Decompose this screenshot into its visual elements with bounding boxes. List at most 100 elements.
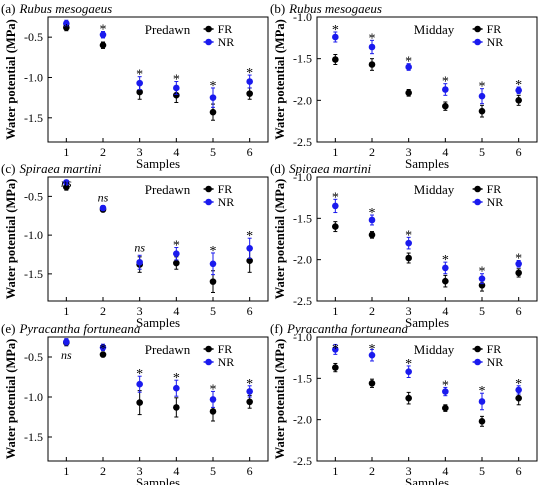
data-point-fr — [478, 418, 486, 425]
panel-label: (d) — [270, 161, 285, 176]
panel-label: (e) — [1, 321, 15, 336]
legend-label: NR — [218, 195, 235, 209]
x-tick-label: 6 — [247, 464, 253, 478]
significance-annotation: * — [515, 78, 522, 93]
data-point-fr — [515, 394, 522, 402]
x-tick-label: 4 — [173, 145, 179, 159]
data-point-fr — [173, 404, 180, 411]
x-tick-label: 1 — [332, 304, 338, 318]
data-point-fr — [405, 89, 412, 97]
condition-label: Predawn — [145, 22, 191, 37]
panel-title: (c) Spiraea martini — [1, 161, 102, 176]
y-tick-label: -1.0 — [293, 170, 312, 184]
legend-marker — [474, 198, 481, 206]
panel-b: (b) Rubus mesogaeus-1.0 -1.5 -2.0 -2.5 1 2 3 4 5 6… — [270, 1, 538, 171]
legend-label: FR — [218, 342, 233, 356]
y-tick-label: -0.5 — [24, 189, 43, 203]
data-point-fr — [405, 394, 412, 402]
y-tick-label: -1.0 — [24, 228, 43, 242]
x-tick-label: 2 — [369, 145, 375, 159]
significance-annotation: * — [173, 73, 180, 88]
significance-annotation: * — [405, 357, 412, 372]
y-tick-label: -2.0 — [293, 413, 312, 427]
data-point-nr — [63, 179, 70, 186]
significance-annotation: * — [442, 75, 449, 90]
plot-frame — [316, 176, 538, 302]
data-point-fr — [246, 398, 253, 406]
legend-label: FR — [487, 342, 502, 356]
significance-annotation: ns — [134, 240, 145, 254]
plot-frame — [316, 336, 538, 462]
significance-annotation: ns — [61, 176, 72, 190]
data-point-fr — [442, 102, 449, 110]
condition-label: Midday — [414, 182, 455, 197]
y-tick-label: -0.5 — [24, 30, 43, 44]
data-point-fr — [478, 107, 486, 115]
x-tick-label: 2 — [100, 145, 106, 159]
data-point-nr — [246, 78, 253, 85]
data-point-nr — [63, 20, 70, 27]
y-axis-label: Water potential (MPa) — [4, 179, 18, 300]
x-tick-label: 5 — [479, 304, 485, 318]
data-point-nr — [368, 43, 376, 51]
data-point-fr — [442, 277, 449, 285]
data-point-fr — [209, 408, 217, 415]
y-axis-label: Water potential (MPa) — [4, 339, 18, 460]
significance-annotation: * — [100, 23, 107, 38]
panel-label: (f) — [270, 321, 283, 336]
x-tick-label: 5 — [210, 304, 216, 318]
legend-label: FR — [218, 182, 233, 196]
x-tick-label: 3 — [137, 464, 143, 478]
x-tick-label: 5 — [210, 145, 216, 159]
significance-annotation: * — [246, 229, 253, 244]
significance-annotation: * — [479, 265, 486, 280]
legend-marker — [205, 198, 212, 206]
panel-d: (d) Spiraea martini-1.0 -1.5 -2.0 -2.5 1 2 3 4 5 6… — [270, 161, 538, 330]
data-point-nr — [246, 245, 253, 252]
y-tick-label: -2.5 — [293, 135, 312, 149]
legend-marker — [205, 185, 212, 193]
legend-marker — [205, 345, 212, 353]
x-tick-label: 1 — [63, 464, 69, 478]
panel-title: (d) Spiraea martini — [270, 161, 372, 176]
significance-annotation: * — [136, 367, 143, 382]
panel-f: (f) Pyracantha fortuneana-1.0 -1.5 -2.0 -2.5… — [270, 321, 538, 485]
panel-e: (e) Pyracantha fortuneana -0.5 -1.0 -1.5 1 2 3 4… — [1, 321, 269, 485]
y-tick-label: -1.5 — [24, 111, 43, 125]
significance-annotation: * — [246, 66, 253, 81]
y-tick-label: -1.5 — [293, 371, 312, 385]
x-tick-label: 6 — [247, 145, 253, 159]
data-point-nr — [478, 92, 486, 100]
species-name: Rubus mesogaeus — [288, 1, 382, 16]
legend-label: FR — [218, 22, 233, 36]
condition-label: Predawn — [145, 342, 191, 357]
data-point-nr — [405, 239, 412, 247]
species-name: Spiraea martini — [19, 161, 101, 176]
data-point-fr — [209, 278, 217, 285]
legend-label: FR — [487, 182, 502, 196]
data-point-fr — [63, 183, 70, 191]
significance-annotation: * — [246, 377, 253, 392]
significance-annotation: * — [515, 251, 522, 266]
x-tick-label: 5 — [210, 464, 216, 478]
data-point-nr — [368, 216, 376, 224]
y-tick-label: -1.5 — [24, 430, 43, 444]
data-point-nr — [99, 204, 107, 212]
x-tick-label: 4 — [442, 464, 448, 478]
data-point-nr — [405, 63, 412, 71]
data-point-nr — [63, 338, 70, 346]
y-tick-label: -0.5 — [24, 350, 43, 364]
significance-annotation: ns — [61, 348, 72, 362]
species-name: Spiraea martini — [289, 161, 371, 176]
legend-marker — [474, 345, 481, 353]
legend-marker — [474, 185, 481, 193]
data-point-fr — [368, 379, 376, 387]
y-tick-label: -2.5 — [293, 454, 312, 468]
data-point-nr — [442, 264, 449, 272]
legend-marker — [474, 25, 481, 33]
data-point-fr — [515, 269, 522, 277]
data-point-fr — [246, 90, 253, 97]
legend-label: NR — [218, 355, 235, 369]
data-point-nr — [209, 94, 217, 101]
